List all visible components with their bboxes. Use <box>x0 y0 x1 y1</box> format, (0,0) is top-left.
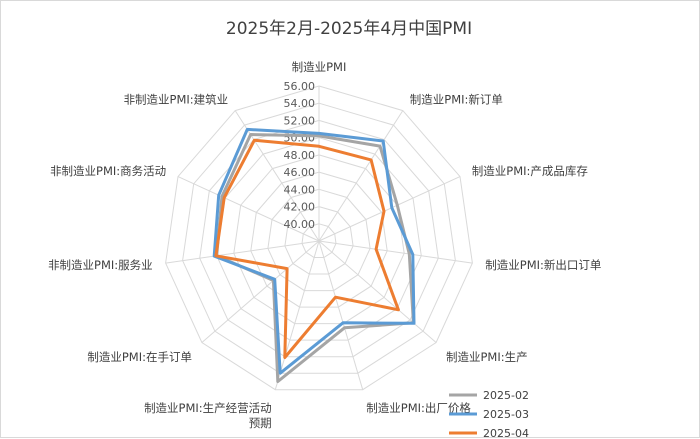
axis-label: 制造业PMI:产成品库存 <box>472 164 588 178</box>
tick-label: 52.00 <box>284 114 316 127</box>
grid-ring-7 <box>199 119 439 358</box>
axis-label-line: 制造业PMI:生产经营活动 <box>144 401 272 415</box>
grid-ring-3 <box>267 188 371 292</box>
spoke-line <box>177 176 320 242</box>
legend-label: 2025-04 <box>483 427 529 439</box>
chart-title: 2025年2月-2025年4月中国PMI <box>226 19 472 39</box>
tick-label: 48.00 <box>284 149 316 162</box>
tick-label: 46.00 <box>284 166 316 179</box>
axis-label-line: 非制造业PMI:商务活动 <box>50 164 166 178</box>
data-series <box>212 127 416 383</box>
tick-label: 54.00 <box>284 97 316 110</box>
spoke-line <box>201 240 320 343</box>
grid-ring-4 <box>250 171 388 308</box>
axis-label-line: 制造业PMI:在手订单 <box>87 350 192 364</box>
axis-label-line: 制造业PMI <box>292 60 347 74</box>
legend-item: 2025-02 <box>449 389 529 402</box>
grid-ring-2 <box>284 206 354 275</box>
tick-label: 42.00 <box>284 201 316 214</box>
legend-label: 2025-03 <box>483 408 529 421</box>
axis-label: 非制造业PMI:建筑业 <box>124 93 229 107</box>
grid-ring-6 <box>216 137 422 341</box>
tick-label: 44.00 <box>284 183 316 196</box>
axis-label-line: 制造业PMI:产成品库存 <box>472 164 588 178</box>
axis-label-line: 非制造业PMI:建筑业 <box>124 93 229 107</box>
spoke-line <box>234 110 320 242</box>
axis-label-line: 制造业PMI:新出口订单 <box>485 258 601 272</box>
axis-label-line: 预期 <box>249 416 272 430</box>
axis-label: 制造业PMI:生产 <box>446 350 528 364</box>
spoke-line <box>165 240 320 264</box>
legend-label: 2025-02 <box>483 389 529 402</box>
spoke-line <box>318 110 404 242</box>
axis-label: 制造业PMI:在手订单 <box>87 350 192 364</box>
spoke-line <box>318 240 364 390</box>
grid-ring-8 <box>182 102 456 374</box>
series-line-2025-04 <box>214 138 400 359</box>
series-line-2025-03 <box>212 127 416 375</box>
axis-label: 制造业PMI:新出口订单 <box>485 258 601 272</box>
grid-ring-9 <box>165 85 473 391</box>
radial-tick-labels: 40.0042.0044.0046.0048.0050.0052.0054.00… <box>284 80 316 231</box>
axis-label: 非制造业PMI:服务业 <box>48 258 153 272</box>
axis-label-line: 制造业PMI:出厂价格 <box>366 401 471 415</box>
axis-label-line: 非制造业PMI:服务业 <box>48 258 153 272</box>
axis-label-line: 制造业PMI:生产 <box>446 350 528 364</box>
legend-item: 2025-03 <box>449 408 529 421</box>
tick-label: 40.00 <box>284 218 316 231</box>
spoke-line <box>318 176 461 242</box>
legend-item: 2025-04 <box>449 427 529 439</box>
spoke-line <box>274 240 320 390</box>
legend: 2025-02 2025-03 2025-04 <box>449 389 529 439</box>
axis-label: 制造业PMI:新订单 <box>410 93 503 107</box>
spoke-line <box>318 240 473 264</box>
axis-label: 制造业PMI:出厂价格 <box>366 401 471 415</box>
axis-label: 制造业PMI <box>292 60 347 74</box>
axis-label-line: 制造业PMI:新订单 <box>410 93 503 107</box>
spoke-line <box>318 240 437 343</box>
series-line-2025-02 <box>215 133 415 383</box>
grid-ring-1 <box>301 223 337 258</box>
tick-label: 56.00 <box>284 80 316 93</box>
axis-label: 非制造业PMI:商务活动 <box>50 164 166 178</box>
axis-labels: 制造业PMI 制造业PMI:新订单制造业PMI:产成品库存制造业PMI:新出口订单… <box>48 60 601 430</box>
radar-grid <box>165 85 473 391</box>
